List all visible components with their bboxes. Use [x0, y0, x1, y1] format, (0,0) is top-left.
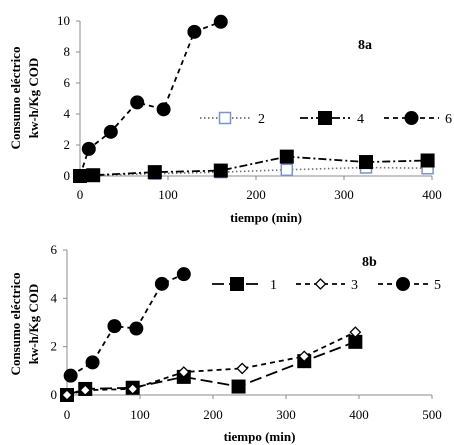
data-point — [213, 14, 228, 29]
data-point — [86, 168, 101, 183]
series-line-4 — [79, 155, 428, 177]
x-tick-label: 200 — [246, 187, 266, 202]
y-tick-label: 4 — [64, 106, 71, 121]
x-tick-label: 0 — [64, 407, 71, 422]
legend-label: 4 — [357, 112, 364, 127]
series-3 — [61, 326, 362, 401]
data-point — [129, 321, 144, 336]
panel-label: 8a — [358, 38, 372, 53]
data-point — [349, 326, 362, 339]
data-point — [420, 153, 435, 168]
legend-marker — [314, 278, 327, 290]
panel-label: 8b — [362, 255, 377, 270]
data-point — [147, 165, 162, 180]
legend-item-5: 5 — [378, 277, 441, 293]
x-axis-title: tiempo (min) — [224, 429, 296, 444]
y-axis-title-line1: Consumo eléctrico — [8, 273, 23, 376]
data-point — [130, 95, 145, 110]
x-tick-label: 300 — [276, 407, 296, 422]
y-tick-label: 8 — [64, 44, 71, 59]
data-point — [359, 155, 373, 170]
legend-item-4: 4 — [300, 111, 364, 127]
data-point — [61, 389, 73, 401]
x-tick-label: 0 — [77, 187, 84, 202]
data-point — [213, 163, 228, 178]
series-5 — [63, 267, 191, 383]
y-tick-label: 6 — [64, 75, 71, 90]
y-tick-label: 0 — [64, 168, 71, 183]
data-point — [73, 169, 87, 183]
legend-marker — [396, 277, 410, 291]
data-point — [63, 368, 78, 383]
series-line-3 — [66, 331, 356, 396]
legend-item-3: 3 — [296, 278, 358, 293]
data-point — [79, 384, 92, 397]
data-point — [236, 362, 249, 375]
data-point — [298, 350, 311, 363]
legend-label: 5 — [434, 278, 441, 293]
chart-panel-8b: 0 2 4 6 0 100 200 300 400 500 tiempo (min) Consumo … — [8, 242, 442, 444]
y-axis-title-line1: Consumo eléctrico — [8, 47, 23, 150]
data-point — [177, 366, 190, 378]
y-tick-label: 2 — [51, 339, 58, 354]
x-axis-title: tiempo (min) — [230, 210, 302, 225]
legend-label: 1 — [270, 278, 277, 293]
legend-marker — [218, 111, 232, 125]
series-line-6 — [79, 20, 222, 177]
series-line-2 — [79, 166, 428, 177]
x-tick-label: 100 — [130, 407, 150, 422]
data-point — [85, 355, 100, 370]
y-tick-label: 4 — [51, 290, 58, 305]
x-tick-label: 400 — [349, 407, 369, 422]
data-point — [280, 163, 294, 177]
legend-marker — [404, 111, 419, 125]
x-tick-label: 400 — [422, 187, 442, 202]
legend-label: 2 — [258, 112, 265, 127]
x-tick-label: 300 — [334, 187, 354, 202]
data-point — [231, 379, 246, 394]
series-1 — [60, 334, 363, 402]
series-6 — [73, 14, 228, 183]
x-tick-label: 200 — [203, 407, 223, 422]
y-tick-label: 6 — [51, 242, 58, 257]
x-tick-label: 500 — [422, 407, 442, 422]
data-point — [81, 141, 96, 156]
legend-item-6: 6 — [384, 111, 452, 127]
legend-item-1: 1 — [212, 277, 277, 293]
data-point — [154, 276, 169, 291]
data-point — [107, 319, 122, 334]
series-2 — [73, 161, 434, 183]
data-point — [187, 24, 202, 39]
legend-label: 6 — [445, 112, 452, 127]
legend-marker — [230, 277, 244, 291]
legend-item-2: 2 — [200, 111, 265, 127]
data-point — [176, 267, 191, 282]
y-axis-title-line2: kw-h/Kg COD — [26, 284, 41, 365]
legend-label: 3 — [351, 278, 358, 293]
y-tick-label: 10 — [57, 13, 70, 28]
data-point — [156, 102, 171, 117]
series-line-1 — [66, 340, 356, 396]
y-tick-label: 0 — [51, 387, 58, 402]
x-tick-label: 100 — [158, 187, 178, 202]
series-4 — [73, 149, 435, 183]
y-tick-label: 2 — [64, 137, 71, 152]
data-point — [279, 149, 294, 164]
y-axis-title-line2: kw-h/Kg COD — [26, 58, 41, 139]
data-point — [126, 383, 139, 395]
legend-marker — [318, 111, 332, 125]
data-point — [103, 124, 118, 139]
